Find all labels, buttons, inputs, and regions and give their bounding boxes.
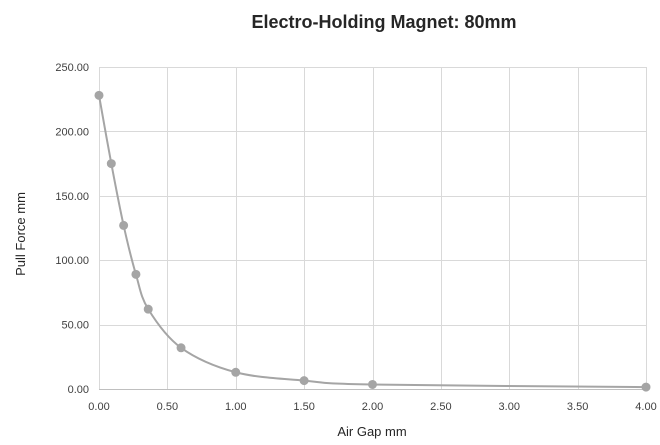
x-tick-label: 3.50 — [567, 401, 588, 413]
data-point — [143, 304, 153, 314]
x-axis-ticks: 0.00 0.50 1.00 1.50 2.00 2.50 3.00 3.50 4.00 — [88, 401, 656, 413]
y-tick-label: 0.00 — [68, 384, 89, 396]
x-tick-label: 2.50 — [430, 401, 451, 413]
y-axis-ticks: 0.00 50.00 100.00 150.00 200.00 250.00 — [55, 62, 89, 396]
data-point — [106, 159, 116, 169]
y-tick-label: 150.00 — [55, 191, 89, 203]
x-tick-label: 3.00 — [499, 401, 520, 413]
x-tick-label: 0.50 — [157, 401, 178, 413]
series-layer — [94, 90, 651, 392]
y-axis-label: Pull Force mm — [13, 192, 28, 276]
x-tick-label: 1.00 — [225, 401, 246, 413]
y-tick-label: 200.00 — [55, 126, 89, 138]
x-tick-label: 4.00 — [635, 401, 656, 413]
data-point — [368, 379, 377, 389]
data-point — [119, 220, 129, 230]
x-tick-label: 1.50 — [293, 401, 314, 413]
y-tick-label: 100.00 — [55, 255, 89, 267]
data-point — [94, 90, 104, 100]
x-tick-label: 2.00 — [362, 401, 383, 413]
chart-title: Electro-Holding Magnet: 80mm — [251, 12, 516, 32]
x-axis-label: Air Gap mm — [337, 424, 406, 439]
y-tick-label: 250.00 — [55, 62, 89, 74]
data-point — [641, 382, 651, 392]
data-point — [176, 343, 186, 353]
y-tick-label: 50.00 — [61, 320, 89, 332]
data-point — [299, 376, 309, 386]
data-point — [131, 269, 141, 279]
data-point — [231, 367, 241, 377]
grid — [99, 67, 647, 390]
x-tick-label: 0.00 — [88, 401, 109, 413]
